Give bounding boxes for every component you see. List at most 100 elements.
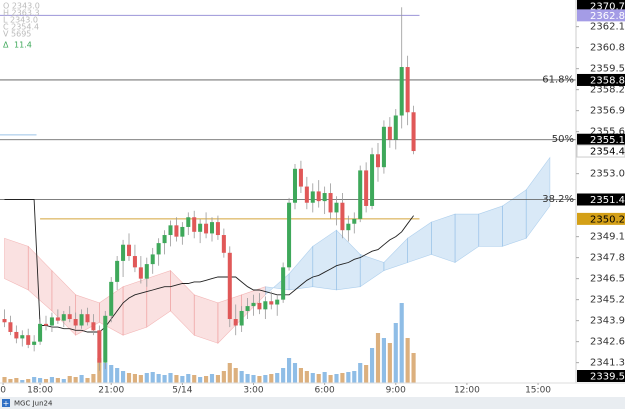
candle-body (126, 244, 132, 257)
candle-body (352, 218, 357, 224)
y-tick-label: 2362.1 (590, 22, 625, 33)
add-icon[interactable] (2, 399, 10, 407)
volume-bar (304, 371, 309, 383)
candle-body (310, 191, 315, 203)
volume-bar (328, 375, 333, 383)
candle-body (67, 314, 72, 320)
volume-bar (215, 375, 221, 383)
price-marker-label: 2339.5 (590, 372, 625, 383)
price-marker-label: 2351.4 (590, 195, 625, 206)
candle-body (304, 186, 309, 203)
volume-bar (387, 343, 392, 383)
symbol-tab[interactable]: MGC Jun24 (14, 400, 53, 408)
cloud-segment (4, 237, 29, 291)
volume-bar (186, 374, 191, 383)
volume-bar (322, 372, 327, 383)
candle-body (162, 235, 167, 244)
candle-body (334, 202, 339, 213)
cloud-segment (193, 294, 219, 344)
candle-body (233, 319, 238, 326)
price-marker (577, 73, 625, 86)
volume-bar (399, 303, 404, 383)
volume-bar (174, 375, 179, 383)
volume-bar (91, 374, 96, 383)
y-tick-label: 2356.9 (590, 106, 625, 117)
candle-body (204, 223, 209, 234)
fib-label: 61.8% (542, 74, 574, 85)
status-bar (0, 397, 625, 409)
volume-bar (198, 377, 203, 383)
x-tick-label: 15:00 (525, 386, 551, 396)
price-axis (576, 0, 625, 383)
volume-bar (43, 379, 49, 383)
volume-bar (310, 373, 315, 383)
ohlc-legend: O 2343.0 (3, 2, 40, 11)
candle-body (115, 260, 120, 282)
volume-bar (286, 358, 292, 383)
volume-bar (168, 373, 173, 383)
candle-body (97, 330, 102, 363)
candle-body (20, 335, 25, 339)
price-marker-label: 2354.4 (590, 147, 625, 158)
volume-bar (55, 378, 60, 383)
candle-body (198, 223, 203, 232)
volume-bar (251, 375, 256, 383)
volume-bar (26, 379, 31, 383)
candle-body (186, 217, 191, 227)
candle-body (73, 319, 78, 326)
volume-bar (221, 371, 226, 383)
x-tick-label: 21:00 (98, 386, 124, 396)
volume-bar (209, 374, 215, 383)
volume-bar (375, 333, 381, 383)
candle-body (150, 254, 155, 265)
candle-body (281, 267, 286, 300)
y-tick-label: 2360.8 (590, 43, 625, 54)
y-tick-label: 2353.0 (590, 169, 625, 180)
volume-bar (393, 323, 398, 383)
candle-body (215, 222, 220, 236)
volume-bar (281, 368, 286, 383)
cloud-segment (525, 156, 551, 240)
price-marker (577, 9, 625, 22)
volume-bar (103, 363, 108, 383)
volume-bar (369, 348, 375, 383)
volume-bar (115, 368, 120, 383)
volume-bar (109, 365, 114, 383)
candle-body (251, 302, 256, 307)
candle-body (375, 154, 381, 168)
candle-body (38, 323, 43, 342)
y-tick-label: 2349.1 (590, 232, 625, 243)
volume-bar (2, 377, 7, 383)
volume-bar (138, 375, 143, 383)
volume-bar (381, 338, 386, 383)
price-marker (576, 144, 625, 158)
candle-body (144, 264, 149, 279)
fib-label: 50% (552, 134, 574, 145)
cloud-segment (122, 278, 148, 336)
candle-body (103, 315, 108, 363)
volume-bar (156, 374, 161, 383)
candle-body (138, 267, 143, 279)
volume-bar (263, 375, 268, 383)
candle-body (298, 168, 303, 187)
add-icon-glyph: + (3, 399, 10, 408)
volume-bar (8, 379, 13, 383)
candle-body (316, 191, 321, 202)
candle-body (49, 317, 54, 326)
y-tick-label: 2355.6 (590, 127, 625, 138)
cloud-segment (146, 270, 171, 328)
volume-bar (239, 371, 244, 383)
volume-bar (292, 363, 298, 383)
candle-body (61, 314, 66, 321)
volume-bar (61, 379, 66, 383)
ohlc-legend: C 2354.4 (3, 23, 39, 32)
fib-label: 38.2% (542, 194, 574, 205)
candle-body (322, 193, 327, 202)
candle-body (275, 299, 280, 305)
volume-bar (14, 378, 19, 383)
x-tick-label: 18:00 (27, 386, 53, 396)
candle-body (174, 225, 179, 237)
candle-body (43, 323, 49, 326)
candle-body (55, 317, 60, 321)
x-tick-label: 9:00 (386, 386, 406, 396)
